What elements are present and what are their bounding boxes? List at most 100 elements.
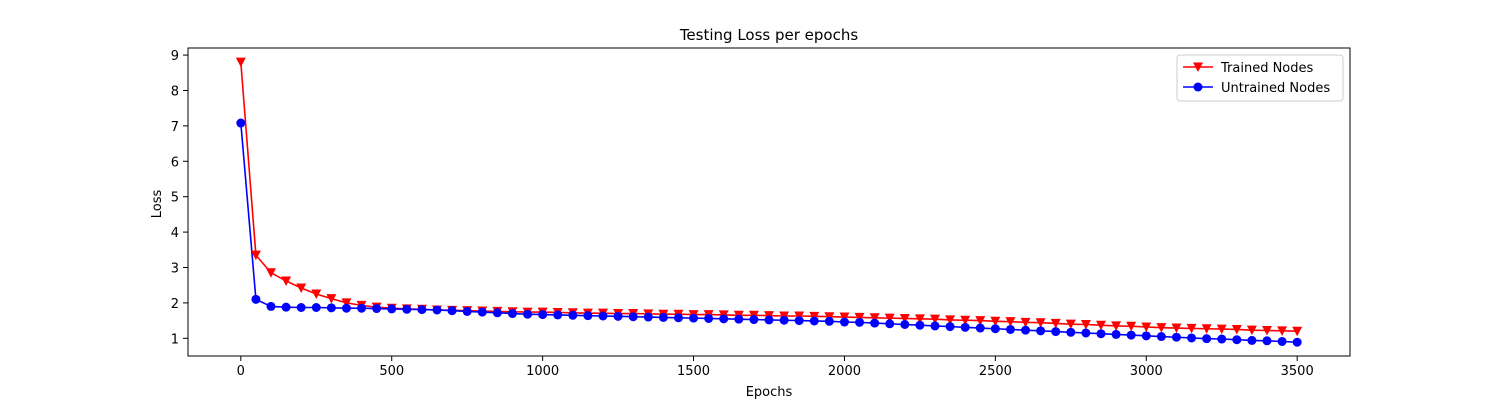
data-point [477, 307, 487, 317]
data-point [1111, 321, 1122, 331]
data-point [402, 304, 412, 314]
data-point [1277, 326, 1288, 336]
y-tick-label: 6 [171, 155, 179, 170]
data-point [1096, 320, 1106, 331]
data-point [870, 318, 880, 328]
data-point [900, 319, 910, 329]
data-point [1216, 324, 1227, 335]
data-point [1171, 323, 1182, 334]
data-point [326, 294, 337, 304]
data-point [1096, 329, 1106, 339]
data-point [341, 303, 351, 313]
data-point [1005, 324, 1015, 334]
data-point [839, 317, 849, 327]
data-point [266, 301, 276, 311]
data-point [1036, 326, 1046, 336]
data-point [899, 313, 910, 324]
data-point [553, 310, 563, 320]
data-point [235, 57, 246, 68]
series-line-1 [240, 122, 1298, 343]
y-tick-label: 2 [171, 297, 179, 312]
data-point [1262, 336, 1272, 346]
data-point [311, 302, 321, 312]
data-point [884, 313, 895, 324]
x-tick-label: 2500 [979, 364, 1012, 379]
data-point [794, 316, 804, 326]
data-point [598, 311, 608, 321]
data-point [387, 304, 397, 314]
data-point [1156, 332, 1166, 342]
data-point [945, 322, 955, 332]
data-point [462, 306, 472, 316]
y-tick-label: 5 [171, 191, 179, 206]
data-point [1292, 337, 1302, 347]
data-point [236, 118, 246, 128]
data-point [1186, 323, 1197, 334]
plot-frame [187, 47, 1351, 357]
series-markers [235, 57, 1303, 347]
data-point [357, 303, 367, 313]
data-point [1051, 327, 1061, 337]
data-point [1262, 326, 1272, 336]
data-point [673, 313, 683, 323]
data-point [975, 323, 985, 333]
data-point [1141, 322, 1152, 332]
data-point [568, 310, 578, 320]
data-point [613, 311, 623, 321]
data-point [930, 314, 940, 325]
x-tick-label: 500 [379, 364, 404, 379]
data-point [1111, 329, 1121, 339]
data-point [885, 319, 895, 329]
legend: Trained Nodes Untrained Nodes [1176, 54, 1344, 102]
series-line-0 [240, 62, 1298, 333]
legend-marker-untrained [1193, 82, 1203, 92]
x-tick-label: 3500 [1281, 364, 1314, 379]
data-point [975, 316, 986, 326]
data-point [250, 250, 261, 261]
data-point [1247, 335, 1257, 345]
data-point [1277, 336, 1287, 346]
x-tick-label: 0 [237, 364, 245, 379]
data-point [1246, 325, 1257, 336]
data-point [326, 303, 336, 313]
data-point [523, 309, 533, 319]
data-point [809, 316, 819, 326]
data-point [628, 312, 638, 322]
data-point [1231, 324, 1242, 335]
data-point [1217, 334, 1227, 344]
data-point [432, 305, 442, 315]
data-point [704, 313, 714, 323]
data-point [266, 268, 276, 278]
data-point [1187, 333, 1197, 343]
data-point [1080, 319, 1091, 330]
data-point [1126, 330, 1136, 340]
y-tick-label: 8 [171, 84, 179, 99]
data-point [915, 320, 925, 330]
data-point [945, 315, 956, 325]
data-point [839, 312, 850, 323]
chart-title: Testing Loss per epochs [679, 26, 859, 44]
data-point [281, 276, 292, 286]
y-tick-label: 9 [171, 49, 179, 64]
data-point [417, 305, 427, 315]
series-lines [240, 62, 1298, 343]
data-point [960, 315, 971, 326]
data-point [1202, 334, 1212, 344]
data-point [583, 311, 593, 321]
data-point [1021, 325, 1031, 335]
data-point [854, 312, 865, 323]
data-point [1081, 328, 1091, 338]
data-point [1171, 332, 1181, 342]
x-axis-label: Epochs [746, 385, 793, 400]
legend-marker-trained [1193, 62, 1203, 72]
data-point [1156, 323, 1167, 333]
data-point [1065, 319, 1076, 330]
data-point [734, 314, 744, 324]
data-point [960, 322, 970, 332]
legend-box [1176, 54, 1344, 102]
data-point [341, 298, 352, 308]
data-point [1141, 331, 1151, 341]
data-point [1066, 327, 1076, 337]
y-tick-label: 4 [171, 226, 179, 241]
